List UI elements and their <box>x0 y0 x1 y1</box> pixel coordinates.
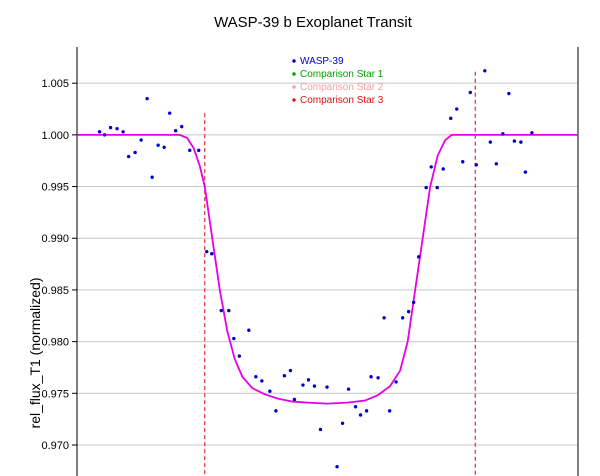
data-point <box>369 375 373 379</box>
data-point <box>411 300 416 305</box>
y-tick-label: 0.975 <box>41 388 69 400</box>
data-point <box>268 389 272 393</box>
data-point <box>126 154 131 159</box>
data-point <box>254 375 258 379</box>
data-point <box>507 91 511 96</box>
data-point <box>424 185 428 190</box>
data-point <box>301 383 305 387</box>
data-point <box>197 148 201 153</box>
data-point <box>150 175 154 179</box>
data-point <box>274 409 278 413</box>
data-point <box>288 368 293 373</box>
data-point <box>232 336 236 341</box>
data-point <box>121 130 125 134</box>
y-tick-label: 1.005 <box>41 78 69 90</box>
data-point <box>501 132 505 136</box>
data-point <box>346 387 351 391</box>
data-point <box>282 374 287 378</box>
data-point <box>474 163 478 167</box>
legend-entry: Comparison Star 3 <box>300 95 384 106</box>
data-point <box>468 90 472 95</box>
data-point <box>483 69 487 73</box>
data-point <box>435 185 439 190</box>
data-point <box>449 116 453 121</box>
data-point <box>260 379 264 383</box>
data-point <box>162 145 166 149</box>
data-point <box>488 140 493 144</box>
data-point <box>441 167 445 171</box>
chart-title: WASP-39 b Exoplanet Transit <box>214 14 413 31</box>
data-point <box>133 150 137 155</box>
data-point <box>318 427 323 432</box>
legend-marker <box>292 85 296 89</box>
transit-model-line <box>77 133 578 405</box>
data-point <box>173 129 178 133</box>
data-point <box>145 96 149 101</box>
data-point <box>312 384 317 388</box>
y-tick-label: 0.995 <box>41 182 69 194</box>
data-point <box>188 148 192 153</box>
plot-area: 0.970 0.975 0.980 0.985 0.990 0.995 1.000 1.005… <box>41 47 579 476</box>
data-point <box>358 413 363 417</box>
data-point <box>519 140 523 144</box>
data-point <box>325 385 329 389</box>
data-point <box>353 405 358 409</box>
legend-marker <box>292 98 296 102</box>
data-point <box>292 397 297 402</box>
data-point <box>382 316 386 320</box>
data-point <box>97 130 102 134</box>
data-point <box>530 131 534 135</box>
data-point <box>108 125 113 130</box>
data-point <box>139 138 143 142</box>
data-point <box>394 380 398 384</box>
data-point <box>340 421 345 425</box>
data-point <box>494 162 499 166</box>
data-point <box>247 328 251 332</box>
y-tick-label: 0.990 <box>41 233 69 245</box>
data-point <box>512 139 517 143</box>
y-tick-label: 0.980 <box>41 337 69 349</box>
data-point <box>102 133 107 137</box>
data-point <box>306 378 311 382</box>
data-point <box>167 111 172 115</box>
data-point <box>335 464 339 469</box>
legend-marker <box>292 59 296 63</box>
data-point <box>156 143 160 147</box>
data-point <box>429 165 433 169</box>
data-point <box>219 308 223 313</box>
y-tick-label: 0.985 <box>41 285 69 297</box>
legend-entry: Comparison Star 2 <box>300 82 384 93</box>
data-point <box>364 409 369 413</box>
legend-entry: WASP-39 <box>300 56 344 67</box>
data-point <box>205 249 209 254</box>
data-point <box>461 160 465 164</box>
data-point <box>455 107 459 111</box>
y-tick-label: 0.970 <box>41 440 69 452</box>
legend-entry: Comparison Star 1 <box>300 69 384 80</box>
data-point <box>237 354 242 358</box>
y-axis-label: rel_flux_T1 (normalized) <box>27 278 43 429</box>
data-point <box>523 170 528 174</box>
data-point <box>406 309 411 314</box>
data-point <box>210 252 214 256</box>
data-point <box>376 376 380 380</box>
data-point <box>227 308 231 313</box>
legend-marker <box>292 72 296 76</box>
data-point <box>400 316 405 320</box>
data-point <box>416 255 421 259</box>
data-point <box>387 409 392 413</box>
data-point <box>180 124 184 129</box>
data-point <box>115 126 119 131</box>
y-tick-label: 1.000 <box>41 130 69 142</box>
